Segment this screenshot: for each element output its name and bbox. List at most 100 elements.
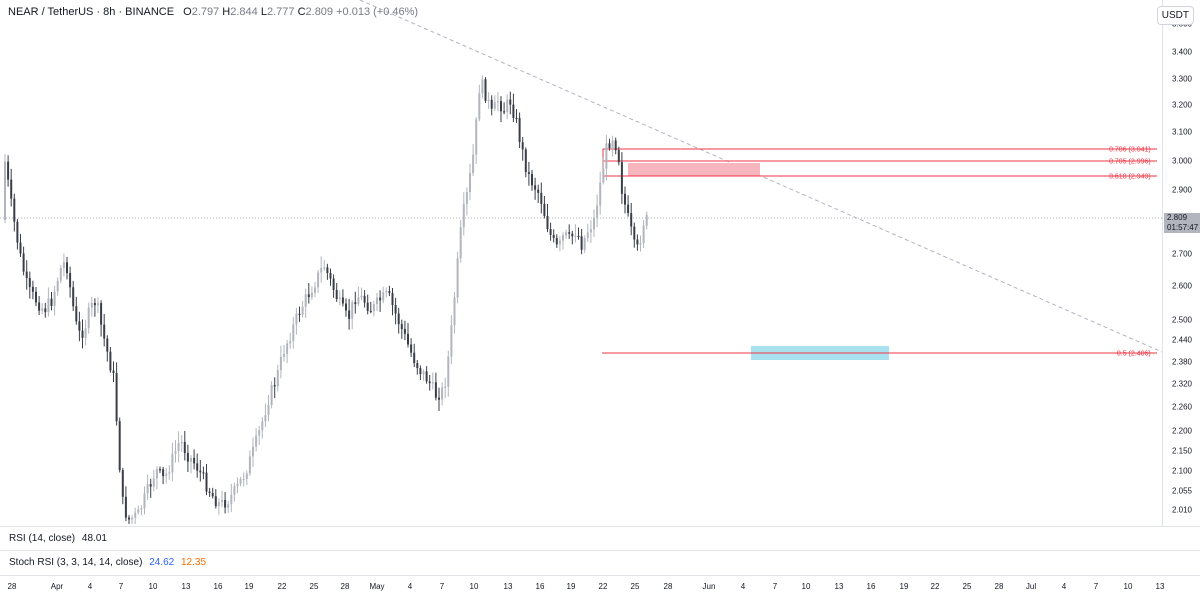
candle-body <box>338 297 341 300</box>
candle-body <box>283 354 285 357</box>
candle-body <box>35 291 37 303</box>
symbol-title[interactable]: NEAR / TetherUS · 8h · BINANCE <box>8 6 175 18</box>
candle-body <box>44 308 47 313</box>
time-tick: 28 <box>340 582 350 591</box>
candle-body <box>149 484 152 487</box>
candle-body <box>301 306 304 315</box>
candle-body <box>264 415 267 422</box>
candle-body <box>221 500 223 503</box>
stoch-rsi-pane[interactable]: Stoch RSI (3, 3, 14, 14, close) 24.62 12… <box>0 550 1200 575</box>
candle-body <box>428 381 431 384</box>
time-tick: 28 <box>663 582 673 591</box>
open-value: 2.797 <box>191 6 220 18</box>
candle-body <box>410 344 413 353</box>
candle-body <box>59 267 62 281</box>
time-tick: 13 <box>503 582 513 591</box>
time-tick: 4 <box>407 582 413 591</box>
candle-body <box>403 329 406 334</box>
rsi-label: RSI (14, close) <box>9 533 76 544</box>
candle-body <box>444 386 447 388</box>
close-label: C <box>297 6 306 18</box>
candle-body <box>118 421 121 471</box>
candle-body <box>115 373 118 422</box>
candle-body <box>258 430 261 436</box>
candle-body <box>174 451 177 454</box>
candle-body <box>109 351 112 371</box>
candle-body <box>459 227 462 259</box>
candle-body <box>22 253 25 272</box>
time-tick: 13 <box>181 582 191 591</box>
candle-body <box>642 225 645 244</box>
time-tick: 22 <box>277 582 287 591</box>
candle-body <box>441 387 444 400</box>
candle-body <box>574 235 577 237</box>
candle-body <box>217 502 220 507</box>
candle-body <box>317 272 320 288</box>
candle-body <box>617 150 620 163</box>
currency-button[interactable]: USDT <box>1156 6 1194 25</box>
time-tick: 28 <box>994 582 1004 591</box>
candle-body <box>25 271 28 279</box>
price-tick: 3.300 <box>1171 74 1192 84</box>
candle-body <box>202 472 205 474</box>
candle-body <box>314 287 316 293</box>
time-tick: 19 <box>899 582 909 591</box>
price-chart[interactable]: 0.786 (3.041) - 0.705 (2.996) - 0.618 (2.9… <box>0 0 1162 526</box>
candle-body <box>484 79 487 101</box>
time-tick: 25 <box>962 582 972 591</box>
price-tick: 2.200 <box>1171 426 1192 436</box>
low-label: L <box>260 6 267 18</box>
close-value: 2.809 <box>305 6 334 18</box>
candle-body <box>236 483 239 487</box>
candle-body <box>624 193 626 205</box>
candle-body <box>224 500 227 508</box>
candle-body <box>183 442 186 454</box>
time-tick: 13 <box>1155 582 1165 591</box>
candle-body <box>90 303 93 308</box>
candle-body <box>512 104 515 118</box>
candle-body <box>255 435 258 447</box>
candle-body <box>233 486 236 495</box>
candle-body <box>28 278 31 287</box>
candle-body <box>100 303 103 325</box>
rsi-pane[interactable]: RSI (14, close) 48.01 <box>0 526 1200 550</box>
time-axis[interactable]: 28 Apr 4 7 10 13 16 19 22 25 28 May 4 7 10 13 16 19 22 25 28… <box>0 575 1200 596</box>
time-tick: 19 <box>244 582 254 591</box>
candle-body <box>599 182 602 206</box>
time-tick: 7 <box>772 582 778 591</box>
time-tick: May <box>369 582 385 591</box>
candle-body <box>348 310 351 319</box>
candle-body <box>239 479 242 484</box>
candle-body <box>546 215 549 230</box>
candle-body <box>562 235 564 241</box>
candle-body <box>87 307 90 329</box>
candle-body <box>462 204 465 228</box>
candle-body <box>252 446 254 457</box>
candle-body <box>527 172 530 174</box>
candle-body <box>211 492 214 497</box>
candle-body <box>447 356 450 387</box>
price-scale[interactable]: 3.5003.4003.3003.2003.1003.0002.9002.700… <box>1162 0 1200 526</box>
candle-body <box>450 325 453 357</box>
candle-body <box>385 291 388 293</box>
time-tick: 25 <box>309 582 319 591</box>
candle-body <box>496 101 499 103</box>
price-tick: 2.600 <box>1171 281 1192 291</box>
price-tick: 2.500 <box>1171 315 1192 325</box>
candle-body <box>13 198 16 222</box>
candle-body <box>552 234 555 238</box>
candle-body <box>329 272 332 279</box>
time-tick: 4 <box>740 582 746 591</box>
candle-body <box>475 119 478 155</box>
candle-body <box>456 258 459 298</box>
candle-body <box>394 305 397 314</box>
candle-body <box>124 496 127 518</box>
candle-body <box>583 238 586 250</box>
candle-body <box>608 143 611 149</box>
candle-body <box>81 330 84 338</box>
chart-area[interactable]: 0.786 (3.041) - 0.705 (2.996) - 0.618 (2.9… <box>0 0 1162 526</box>
candle-body <box>332 278 335 290</box>
time-tick: Apr <box>50 582 64 591</box>
candle-body <box>230 494 233 505</box>
candle-body <box>580 236 583 250</box>
